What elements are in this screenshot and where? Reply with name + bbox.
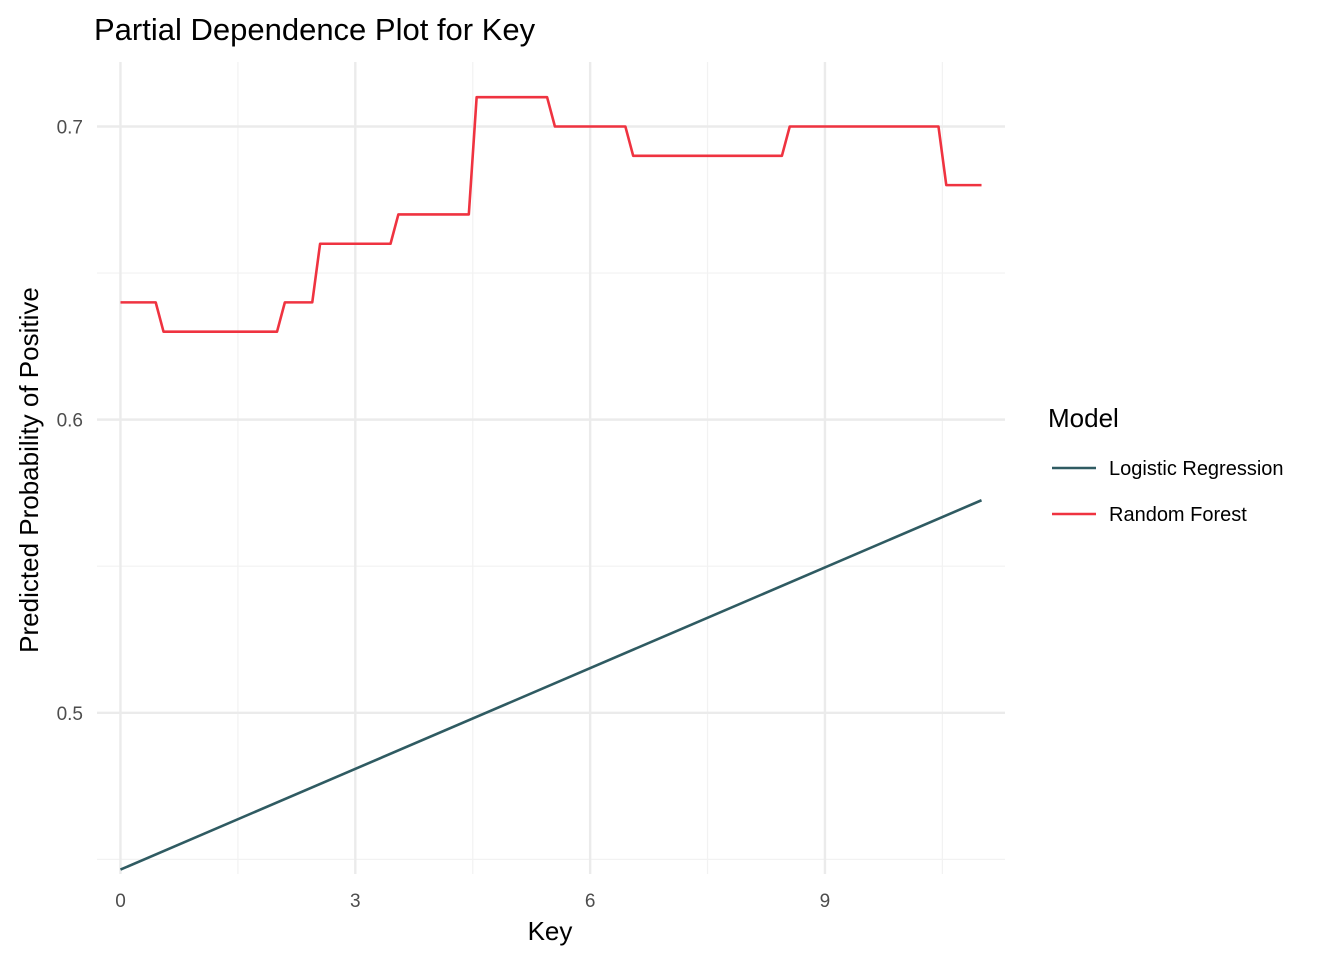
chart-title: Partial Dependence Plot for Key: [94, 12, 536, 47]
major-gridlines: [97, 62, 1005, 874]
legend-title: Model: [1048, 403, 1119, 433]
x-tick-label: 9: [820, 891, 831, 912]
series-line-random-forest: [120, 95, 982, 333]
x-tick-label: 3: [350, 891, 361, 912]
minor-gridlines: [97, 62, 1005, 874]
series-line-logistic-regression: [119, 499, 983, 871]
series-layer: [119, 95, 983, 871]
y-tick-label: 0.6: [57, 411, 83, 432]
x-axis-tick-labels: 0 3 6 9: [115, 891, 830, 912]
y-tick-label: 0.5: [57, 704, 83, 725]
legend-items: Logistic Regression Random Forest: [1052, 458, 1284, 526]
y-axis-title: Predicted Probability of Positive: [14, 287, 44, 653]
legend-label-logistic-regression: Logistic Regression: [1109, 458, 1284, 480]
x-tick-label: 0: [115, 891, 126, 912]
y-axis-tick-labels: 0.5 0.6 0.7: [57, 117, 83, 724]
legend: Model Logistic Regression Random Forest: [1048, 403, 1284, 526]
legend-label-random-forest: Random Forest: [1109, 504, 1247, 526]
x-tick-label: 6: [585, 891, 596, 912]
x-axis-title: Key: [528, 916, 573, 946]
y-tick-label: 0.7: [57, 117, 83, 138]
